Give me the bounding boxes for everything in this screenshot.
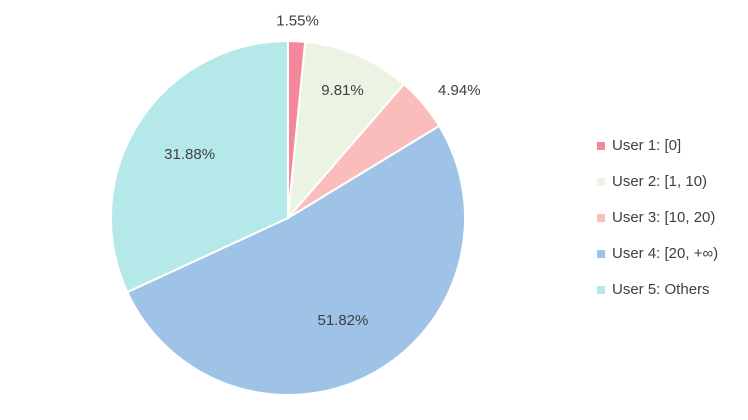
legend-swatch [597, 178, 605, 186]
pie-slice [125, 124, 466, 396]
data-label: 4.94% [438, 82, 481, 99]
legend-label: User 3: [10, 20) [612, 209, 715, 226]
legend-swatch [597, 250, 605, 258]
data-label: 1.55% [276, 13, 319, 30]
data-label: 51.82% [317, 312, 368, 329]
legend-swatch [597, 286, 605, 294]
legend-swatch [597, 214, 605, 222]
legend-label: User 2: [1, 10) [612, 173, 707, 190]
legend-swatch [597, 142, 605, 150]
legend-label: User 5: Others [612, 281, 710, 298]
pie-slice [110, 39, 289, 294]
data-label: 9.81% [321, 82, 364, 99]
legend-label: User 4: [20, +∞) [612, 245, 718, 262]
legend-label: User 1: [0] [612, 137, 681, 154]
data-label: 31.88% [164, 146, 215, 163]
pie-slice [286, 40, 406, 222]
